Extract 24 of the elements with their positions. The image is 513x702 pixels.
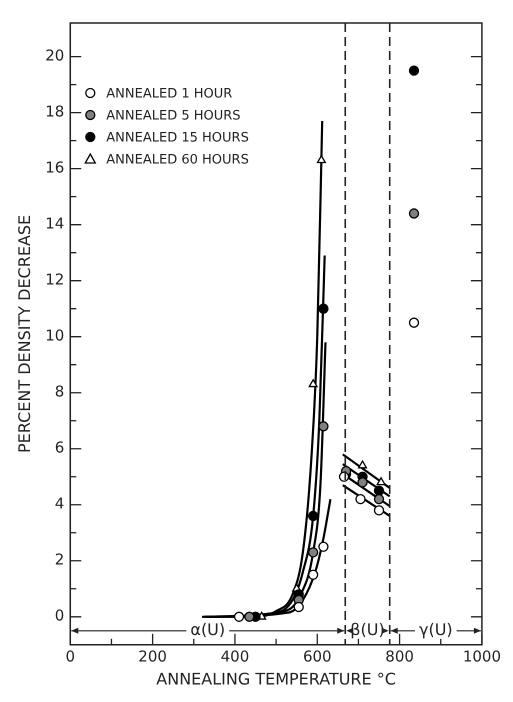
annotation: α(U) — [190, 620, 226, 639]
legend-label: ANNEALED 1 HOUR — [106, 86, 232, 102]
y-tick-label: 10 — [45, 326, 64, 345]
y-tick-label: 4 — [54, 494, 64, 513]
x-tick-label: 1000 — [462, 648, 502, 666]
x-tick-label: 800 — [385, 648, 414, 666]
x-axis-title: ANNEALING TEMPERATURE °C — [156, 670, 396, 689]
y-tick-label: 16 — [45, 158, 64, 177]
y-tick-label: 6 — [54, 438, 64, 457]
x-tick-label: 600 — [302, 648, 332, 666]
legend-label: ANNEALED 60 HOURS — [106, 152, 249, 168]
legend-label: ANNEALED 5 HOURS — [106, 108, 241, 124]
x-tick-label: 400 — [220, 648, 250, 666]
legend-label: ANNEALED 15 HOURS — [106, 130, 249, 146]
y-tick-label: 18 — [45, 102, 64, 121]
y-tick-label: 0 — [54, 606, 64, 625]
y-tick-label: 14 — [45, 214, 64, 233]
annotation: γ(U) — [418, 620, 453, 639]
y-tick-label: 2 — [54, 550, 64, 569]
y-tick-label: 8 — [54, 382, 64, 401]
y-tick-label: 12 — [45, 270, 64, 289]
y-axis-title: PERCENT DENSITY DECREASE — [14, 214, 34, 453]
x-tick-label: 200 — [138, 648, 167, 666]
y-tick-label: 20 — [45, 46, 64, 64]
